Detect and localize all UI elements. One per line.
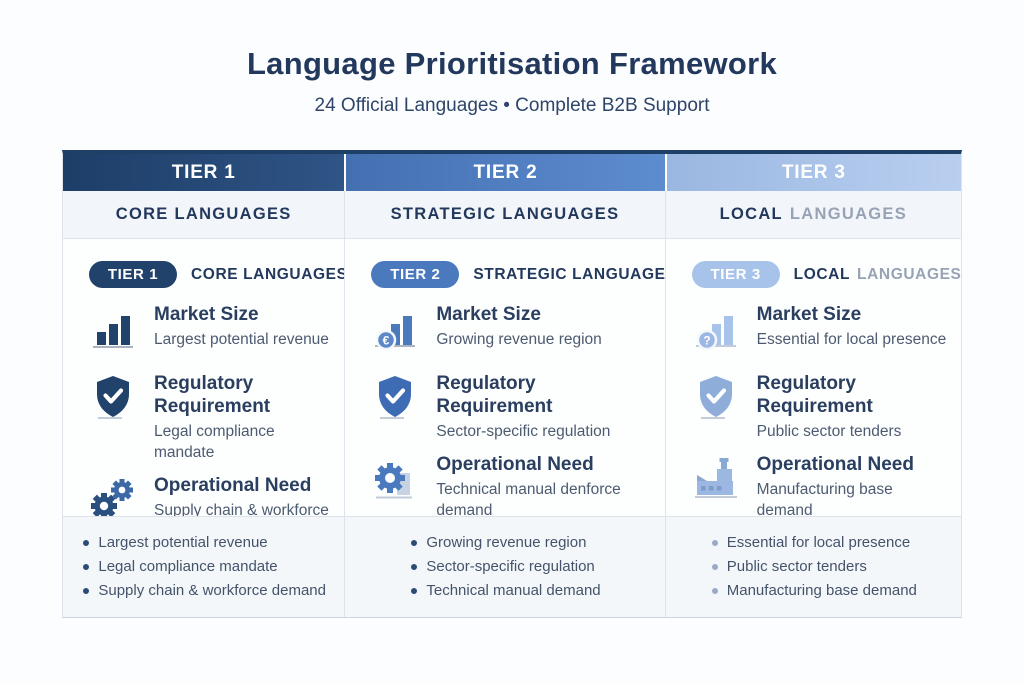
feature-item-operational: Operational Need Technical manual denfor… <box>371 453 656 517</box>
tier2-card: TIER 2 STRATEGIC LANGUAGES € <box>344 239 665 517</box>
page-subtitle: 24 Official Languages • Complete B2B Sup… <box>314 95 710 116</box>
feature-title: Regulatory Requirement <box>154 373 271 417</box>
tier3-bullets: Essential for local presence Public sect… <box>664 517 961 617</box>
factory-icon <box>692 453 740 501</box>
question-bar-chart-icon: ? <box>692 303 740 351</box>
feature-title: Operational Need <box>756 454 914 475</box>
bullet-item: Largest potential revenue <box>81 531 326 555</box>
feature-desc: Technical manual denforce demand <box>436 481 621 517</box>
shield-check-icon <box>371 372 419 420</box>
feature-desc: Supply chain & workforce <box>154 502 329 517</box>
category-label-light: LANGUAGES <box>789 205 908 223</box>
header: Language Prioritisation Framework 24 Off… <box>0 0 1024 117</box>
bullet-item: Sector-specific regulation <box>409 555 600 579</box>
feature-item-market-size: ? Market Size Essential for local presen… <box>692 303 953 361</box>
shield-check-icon <box>692 372 740 420</box>
tier3-category-cell: LOCAL LANGUAGES <box>664 191 961 239</box>
tier3-badge-row: TIER 3 LOCAL LANGUAGES <box>691 261 961 288</box>
feature-item-regulatory: Regulatory Requirement Legal compliance … <box>89 372 336 463</box>
tier3-header-cell: TIER 3 <box>664 154 961 191</box>
feature-item-regulatory: Regulatory Requirement Sector-specific r… <box>371 372 656 442</box>
tier2-header-cell: TIER 2 <box>344 154 665 191</box>
feature-item-market-size: € Market Size Growing revenue region <box>371 303 656 361</box>
tier2-badge-row: TIER 2 STRATEGIC LANGUAGES <box>371 261 665 288</box>
feature-item-operational: Operational Need Supply chain & workforc… <box>89 474 336 517</box>
tier3-card: TIER 3 LOCAL LANGUAGES ? <box>664 239 961 517</box>
feature-title: Regulatory Requirement <box>756 373 873 417</box>
feature-title: Market Size <box>436 304 541 325</box>
tier1-card: TIER 1 CORE LANGUAGES Market Size Lar <box>63 239 345 517</box>
tier1-category-cell: CORE LANGUAGES <box>63 191 345 239</box>
feature-item-regulatory: Regulatory Requirement Public sector ten… <box>692 372 953 442</box>
gears-icon <box>89 474 137 516</box>
feature-desc: Largest potential revenue <box>154 331 329 348</box>
svg-text:€: € <box>383 334 390 348</box>
feature-title: Regulatory Requirement <box>436 373 553 417</box>
tier1-badge: TIER 1 <box>89 261 177 288</box>
category-label: CORE LANGUAGES <box>115 205 292 223</box>
tier2-category-cell: STRATEGIC LANGUAGES <box>344 191 665 239</box>
feature-desc: Legal compliance mandate <box>154 423 275 461</box>
gear-icon <box>371 453 419 501</box>
feature-desc: Manufacturing base demand <box>756 481 893 517</box>
feature-desc: Essential for local presence <box>756 331 947 348</box>
category-label: STRATEGIC LANGUAGES <box>390 205 620 223</box>
bullet-item: Technical manual demand <box>409 579 601 603</box>
euro-bar-chart-icon: € <box>371 303 419 351</box>
svg-text:?: ? <box>703 334 710 348</box>
tier2-badge-label: STRATEGIC LANGUAGES <box>473 265 665 283</box>
tier3-badge-label: LOCAL LANGUAGES <box>793 265 961 283</box>
feature-item-operational: Operational Need Manufacturing base dema… <box>692 453 953 517</box>
tier2-bullets: Growing revenue region Sector-specific r… <box>344 517 665 617</box>
feature-desc: Public sector tenders <box>756 423 902 440</box>
feature-desc: Growing revenue region <box>436 331 602 348</box>
feature-title: Market Size <box>756 304 862 325</box>
tier2-badge: TIER 2 <box>371 261 460 288</box>
feature-title: Market Size <box>154 304 259 325</box>
tier3-badge: TIER 3 <box>691 261 780 288</box>
feature-title: Operational Need <box>154 475 312 496</box>
feature-desc: Sector-specific regulation <box>436 423 611 440</box>
framework-table: TIER 1 TIER 2 TIER 3 CORE LANGUAGES STRA… <box>62 150 962 618</box>
bullet-item: Growing revenue region <box>409 531 600 555</box>
bullet-item: Public sector tenders <box>710 555 917 579</box>
shield-check-icon <box>89 372 137 420</box>
category-label: LOCAL <box>719 205 783 223</box>
page-title: Language Prioritisation Framework <box>246 46 778 81</box>
bullet-item: Legal compliance mandate <box>81 555 326 579</box>
feature-item-market-size: Market Size Largest potential revenue <box>89 303 336 361</box>
bar-chart-icon <box>89 303 137 349</box>
bullet-item: Supply chain & workforce demand <box>81 579 326 603</box>
tier1-badge-row: TIER 1 CORE LANGUAGES <box>89 261 344 288</box>
tier1-badge-label: CORE LANGUAGES <box>191 265 345 283</box>
feature-title: Operational Need <box>436 454 594 475</box>
tier1-bullets: Largest potential revenue Legal complian… <box>63 517 345 617</box>
bullet-item: Manufacturing base demand <box>710 579 917 603</box>
bullet-item: Essential for local presence <box>710 531 917 555</box>
tier1-header-cell: TIER 1 <box>63 154 345 191</box>
